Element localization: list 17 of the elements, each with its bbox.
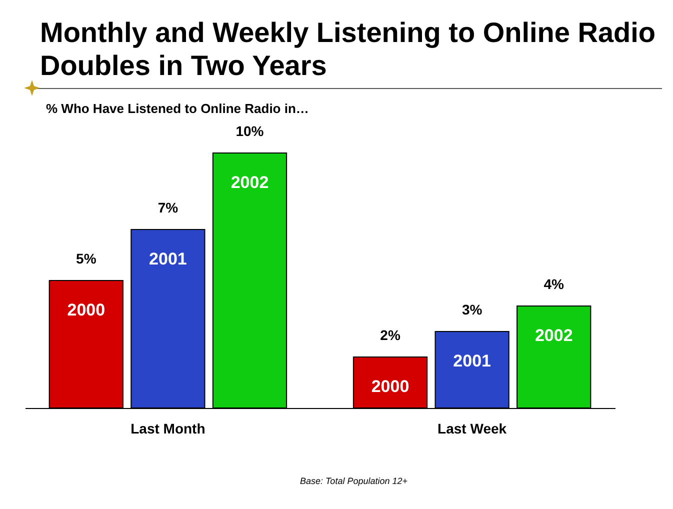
chart-subtitle: % Who Have Listened to Online Radio in… [46, 101, 309, 116]
data-label: 5% [76, 250, 97, 266]
text: 2000 [67, 300, 106, 320]
series-label: 2001 [453, 352, 491, 370]
data-label: 4% [544, 276, 565, 292]
data-label: 10% [236, 123, 264, 139]
data-label: 3% [462, 302, 483, 318]
data-label: 2% [380, 327, 401, 343]
series-label: 2002 [534, 326, 573, 345]
x-tick-label: Last Month [130, 420, 206, 436]
chart-title: Monthly and Weekly Listening to Online Radio Doubles in Two Years [40, 16, 657, 82]
data-label: 7% [158, 200, 179, 216]
x-tick-label: Last Week [438, 420, 507, 436]
text: Base: Total Population 12+ [300, 476, 408, 486]
text: 2001 [149, 250, 187, 268]
text: 2002 [230, 173, 269, 192]
series-label: 2000 [371, 377, 410, 396]
